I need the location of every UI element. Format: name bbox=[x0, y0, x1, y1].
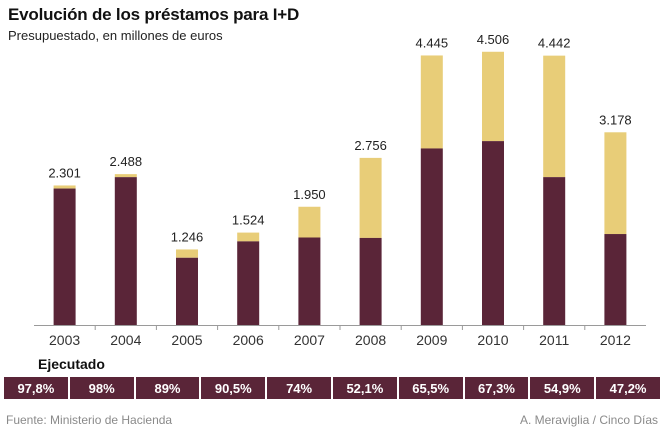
bar-total-label: 1.950 bbox=[293, 187, 326, 202]
stacked-bar-chart: 2.301 2003 2.488 2004 1.246 2005 1.524 2006 1.95… bbox=[34, 32, 646, 348]
executed-cell: 98% bbox=[69, 377, 134, 399]
source-note: Fuente: Ministerio de Hacienda bbox=[6, 413, 173, 427]
executed-cell: 67,3% bbox=[464, 377, 529, 399]
bar-total-label: 2.301 bbox=[48, 165, 81, 180]
bar-budget-remainder bbox=[237, 232, 260, 242]
x-tick-label: 2007 bbox=[294, 332, 325, 348]
bar-executed bbox=[420, 148, 443, 325]
executed-cell: 90,5% bbox=[201, 377, 266, 399]
bar-executed bbox=[543, 177, 566, 325]
executed-cell: 97,8% bbox=[4, 377, 68, 399]
bar-budget-remainder bbox=[482, 51, 504, 142]
chart-subtitle: Presupuestado, en millones de euros bbox=[8, 28, 223, 43]
executed-label: Ejecutado bbox=[38, 356, 105, 372]
executed-row: 97,8% 98% 89% 90,5% 74% 52,1% 65,5% 67,3… bbox=[4, 377, 660, 399]
bar-executed bbox=[298, 237, 321, 325]
x-tick-label: 2009 bbox=[416, 332, 447, 348]
x-tick-label: 2008 bbox=[355, 332, 386, 348]
executed-cell: 54,9% bbox=[530, 377, 595, 399]
bar-executed bbox=[237, 241, 260, 325]
bar-total-label: 2.488 bbox=[110, 154, 143, 169]
bar-total-label: 1.246 bbox=[171, 229, 204, 244]
bar-total-label: 2.756 bbox=[354, 138, 387, 153]
bar-total-label: 3.178 bbox=[599, 112, 632, 127]
x-tick-label: 2006 bbox=[233, 332, 264, 348]
bar-budget-remainder bbox=[53, 185, 76, 189]
executed-cell: 74% bbox=[267, 377, 331, 399]
bar-budget-remainder bbox=[420, 55, 443, 149]
bar-total-label: 4.442 bbox=[538, 36, 571, 51]
x-tick-label: 2012 bbox=[600, 332, 631, 348]
executed-cell: 89% bbox=[135, 377, 200, 399]
bar-executed bbox=[114, 177, 137, 325]
executed-cell: 47,2% bbox=[596, 377, 660, 399]
x-tick-label: 2005 bbox=[171, 332, 202, 348]
bar-budget-remainder bbox=[604, 132, 627, 235]
executed-cell: 52,1% bbox=[332, 377, 397, 399]
bar-executed bbox=[604, 234, 627, 325]
bar-executed bbox=[176, 257, 198, 325]
bar-total-label: 1.524 bbox=[232, 213, 265, 228]
bar-executed bbox=[359, 237, 382, 325]
bar-budget-remainder bbox=[298, 206, 321, 238]
bar-total-label: 4.445 bbox=[416, 35, 449, 50]
executed-cell: 65,5% bbox=[398, 377, 463, 399]
bar-budget-remainder bbox=[543, 55, 566, 178]
bar-executed bbox=[53, 188, 76, 325]
chart-title: Evolución de los préstamos para I+D bbox=[8, 5, 300, 24]
bar-total-label: 4.506 bbox=[477, 32, 510, 47]
bar-executed bbox=[482, 141, 504, 325]
x-tick-label: 2003 bbox=[49, 332, 80, 348]
bar-budget-remainder bbox=[359, 157, 382, 238]
x-tick-label: 2004 bbox=[110, 332, 141, 348]
credit-note: A. Meraviglia / Cinco Días bbox=[519, 413, 658, 427]
bar-budget-remainder bbox=[114, 174, 137, 178]
x-tick-label: 2010 bbox=[477, 332, 508, 348]
bar-budget-remainder bbox=[176, 249, 198, 258]
x-tick-label: 2011 bbox=[539, 332, 569, 348]
